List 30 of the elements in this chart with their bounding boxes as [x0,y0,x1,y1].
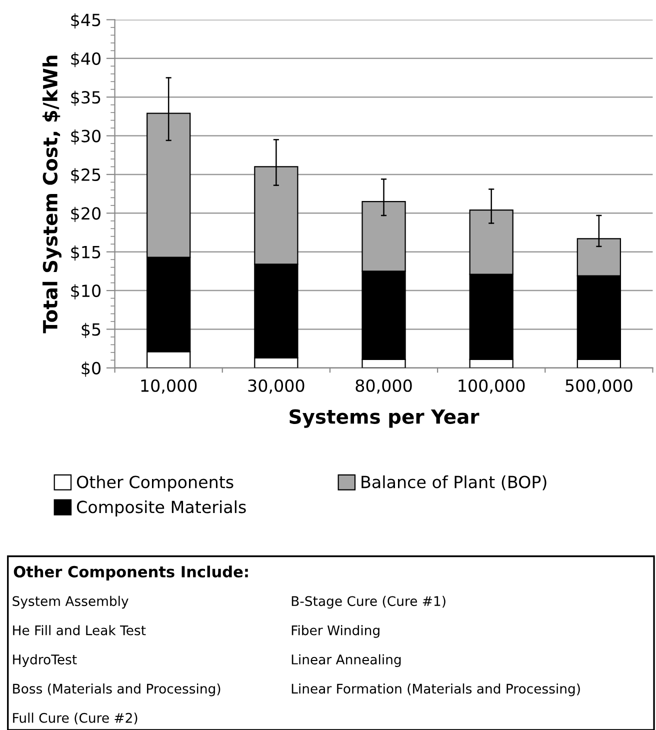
x-axis-title: Systems per Year [290,409,480,428]
x-tick-label: 10,000 [141,379,197,394]
legend-label: Balance of Plant (BOP) [362,475,546,490]
text: He Fill and Leak Test [13,625,146,636]
text: Other Components Include: [14,566,248,580]
x-tick-label: 500,000 [566,379,632,394]
y-tick-label: $35 [71,90,100,106]
y-tick-label: $25 [71,168,100,184]
text: Linear Annealing [292,654,401,668]
legend-label: Composite Materials [76,500,246,516]
x-tick-label: 80,000 [356,379,412,394]
legend-label: Other Components [76,475,234,492]
text: Fiber Winding [292,625,380,638]
y-tick-label: $0 [82,362,100,377]
y-tick-label: $45 [71,13,100,28]
y-tick-label: $20 [71,206,100,222]
y-tick-label: $15 [71,246,100,261]
y-tick-label: $30 [71,129,100,145]
y-tick-label: $5 [82,322,100,338]
y-axis-title: Total System Cost, $/kWh [42,56,62,334]
text: Boss (Materials and Processing) [13,683,220,696]
text: HydroTest [13,654,77,668]
text: Linear Formation (Materials and Processing) [292,683,580,696]
y-tick-label: $10 [71,284,100,300]
text: Full Cure (Cure #2) [13,712,138,724]
x-tick-label: 100,000 [458,379,525,394]
x-tick-label: 30,000 [248,379,304,394]
text: B-Stage Cure (Cure #1) [292,596,446,609]
text: System Assembly [12,596,128,609]
y-tick-label: $40 [71,52,100,68]
